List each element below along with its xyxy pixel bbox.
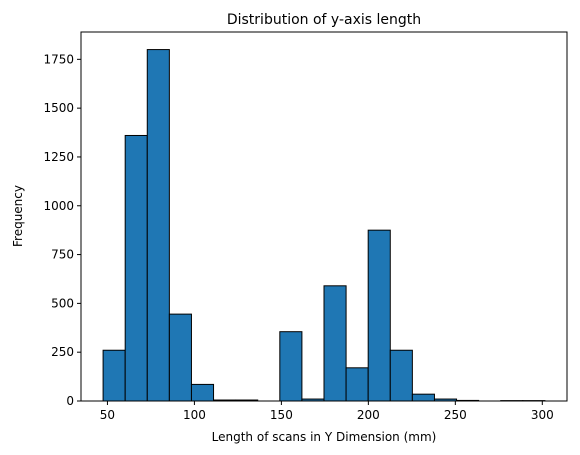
histogram-bar xyxy=(102,349,126,402)
y-tick-label: 250 xyxy=(51,345,74,359)
x-tick-label: 100 xyxy=(183,408,206,422)
y-tick-label: 1000 xyxy=(43,199,74,213)
y-tick-label: 1500 xyxy=(43,101,74,115)
histogram-bar xyxy=(279,331,303,402)
histogram-bar xyxy=(146,49,170,402)
histogram-bar xyxy=(389,349,413,402)
histogram-bar xyxy=(168,313,192,402)
y-tick-label: 750 xyxy=(51,248,74,262)
x-tick-label: 150 xyxy=(270,408,293,422)
histogram-bar xyxy=(323,285,347,402)
x-tick-label: 200 xyxy=(357,408,380,422)
histogram-bar xyxy=(411,393,435,402)
x-axis-ticks: 50 100 150 200 250 300 xyxy=(100,401,554,422)
y-tick-label: 1750 xyxy=(43,52,74,66)
plot-frame xyxy=(80,31,568,402)
x-tick-label: 50 xyxy=(100,408,115,422)
bars-group xyxy=(102,49,546,402)
histogram-bar xyxy=(367,229,391,402)
histogram-bar xyxy=(190,383,215,402)
x-axis-label: Length of scans in Y Dimension (mm) xyxy=(212,430,437,444)
y-tick-label: 500 xyxy=(51,296,74,310)
y-axis-ticks: 0 250 500 750 1000 1250 1500 1750 xyxy=(43,52,81,408)
y-tick-label: 0 xyxy=(66,394,74,408)
y-axis-label: Frequency xyxy=(11,185,25,247)
x-tick-label: 300 xyxy=(531,408,554,422)
y-tick-label: 1250 xyxy=(43,150,74,164)
histogram-bar xyxy=(124,134,148,402)
chart-title: Distribution of y-axis length xyxy=(227,12,421,28)
histogram-bar xyxy=(345,367,369,402)
x-tick-label: 250 xyxy=(444,408,467,422)
